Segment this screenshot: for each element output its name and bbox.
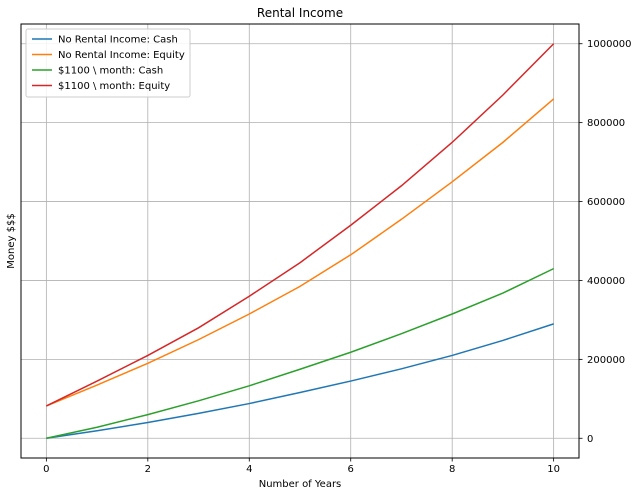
x-tick-label: 2	[145, 464, 151, 475]
legend-box	[25, 28, 191, 98]
series-lines	[46, 43, 555, 440]
y-tick-label: 800000	[587, 118, 625, 129]
chart-title: Rental Income	[257, 6, 343, 20]
grid-lines	[21, 24, 579, 458]
x-tick-label: 4	[246, 464, 252, 475]
x-tick-label: 0	[43, 464, 49, 475]
x-tick-label: 10	[547, 464, 560, 475]
x-tick-label: 8	[449, 464, 455, 475]
legend-label: No Rental Income: Equity	[58, 50, 185, 61]
series-line	[46, 323, 554, 440]
y-tick-label: 0	[587, 434, 593, 445]
legend: No Rental Income: Cash No Rental Income: …	[25, 28, 191, 98]
series-line	[46, 267, 554, 440]
legend-label: $1100 \ month: Cash	[58, 66, 163, 77]
series-line	[46, 43, 555, 407]
y-tick-label: 600000	[587, 197, 625, 208]
series-line	[46, 98, 555, 407]
y-tick-label: 200000	[587, 355, 625, 366]
legend-label: $1100 \ month: Equity	[58, 81, 170, 92]
axis-ticks: 0 2 4 6 8 10 0 200000 400000 600000 800000 1000000	[43, 39, 631, 475]
y-axis-label: Money $$$	[6, 213, 17, 268]
x-axis-label: Number of Years	[259, 479, 342, 490]
x-tick-label: 6	[348, 464, 354, 475]
plot-area-frame	[20, 23, 580, 459]
legend-label: No Rental Income: Cash	[58, 35, 178, 46]
y-tick-label: 400000	[587, 276, 625, 287]
y-tick-label: 1000000	[587, 39, 632, 50]
